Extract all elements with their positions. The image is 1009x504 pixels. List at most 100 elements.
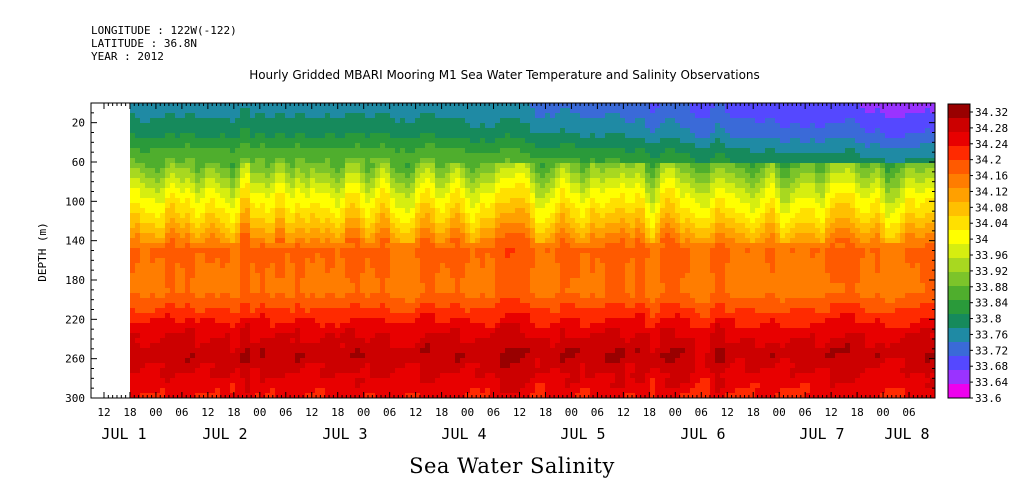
heatmap-cell	[330, 243, 336, 249]
heatmap-cell	[370, 338, 376, 344]
heatmap-cell	[280, 163, 286, 169]
heatmap-cell	[340, 183, 346, 189]
heatmap-cell	[535, 223, 541, 229]
heatmap-cell	[430, 233, 436, 239]
heatmap-cell	[395, 238, 401, 244]
heatmap-cell	[215, 393, 221, 398]
heatmap-cell	[380, 368, 386, 374]
heatmap-cell	[520, 338, 526, 344]
heatmap-cell	[350, 208, 356, 214]
heatmap-cell	[185, 183, 191, 189]
heatmap-cell	[520, 123, 526, 129]
heatmap-cell	[410, 153, 416, 159]
heatmap-cell	[235, 348, 241, 354]
heatmap-cell	[315, 148, 321, 154]
heatmap-cell	[365, 243, 371, 249]
heatmap-cell	[255, 243, 261, 249]
heatmap-cell	[520, 263, 526, 269]
heatmap-cell	[340, 123, 346, 129]
heatmap-cell	[200, 318, 206, 324]
heatmap-cell	[130, 253, 136, 259]
heatmap-cell	[415, 118, 421, 124]
heatmap-cell	[200, 338, 206, 344]
heatmap-cell	[470, 293, 476, 299]
heatmap-cell	[425, 363, 431, 369]
heatmap-cell	[160, 363, 166, 369]
heatmap-cell	[360, 268, 366, 274]
heatmap-cell	[380, 158, 386, 164]
heatmap-cell	[260, 328, 266, 334]
heatmap-cell	[540, 208, 546, 214]
heatmap-cell	[205, 218, 211, 224]
heatmap-cell	[245, 313, 251, 319]
heatmap-cell	[405, 148, 411, 154]
heatmap-cell	[240, 158, 246, 164]
heatmap-cell	[535, 153, 541, 159]
heatmap-cell	[160, 168, 166, 174]
heatmap-cell	[405, 138, 411, 144]
heatmap-cell	[540, 178, 546, 184]
heatmap-cell	[195, 183, 201, 189]
heatmap-cell	[170, 183, 176, 189]
heatmap-cell	[435, 278, 441, 284]
heatmap-cell	[180, 198, 186, 204]
heatmap-cell	[420, 303, 426, 309]
heatmap-cell	[420, 343, 426, 349]
heatmap-cell	[235, 153, 241, 159]
heatmap-cell	[375, 343, 381, 349]
heatmap-cell	[185, 158, 191, 164]
heatmap-cell	[470, 258, 476, 264]
heatmap-cell	[290, 108, 296, 114]
heatmap-cell	[170, 243, 176, 249]
heatmap-cell	[370, 143, 376, 149]
heatmap-cell	[160, 163, 166, 169]
heatmap-cell	[330, 313, 336, 319]
heatmap-cell	[490, 283, 496, 289]
heatmap-cell	[525, 313, 531, 319]
heatmap-cell	[455, 203, 461, 209]
heatmap-cell	[200, 208, 206, 214]
heatmap-cell	[495, 123, 501, 129]
heatmap-cell	[410, 258, 416, 264]
heatmap-cell	[170, 318, 176, 324]
heatmap-cell	[440, 118, 446, 124]
heatmap-cell	[465, 148, 471, 154]
heatmap-cell	[370, 323, 376, 329]
heatmap-cell	[455, 233, 461, 239]
heatmap-cell	[380, 203, 386, 209]
heatmap-cell	[445, 253, 451, 259]
heatmap-cell	[170, 173, 176, 179]
heatmap-cell	[145, 103, 151, 109]
heatmap-cell	[325, 203, 331, 209]
heatmap-cell	[205, 148, 211, 154]
heatmap-cell	[220, 178, 226, 184]
heatmap-cell	[445, 203, 451, 209]
heatmap-cell	[325, 233, 331, 239]
heatmap-cell	[135, 368, 141, 374]
heatmap-cell	[195, 243, 201, 249]
heatmap-cell	[195, 128, 201, 134]
heatmap-cell	[220, 268, 226, 274]
heatmap-cell	[445, 388, 451, 394]
heatmap-cell	[140, 228, 146, 234]
heatmap-cell	[275, 248, 281, 254]
heatmap-cell	[210, 258, 216, 264]
heatmap-cell	[135, 293, 141, 299]
heatmap-cell	[455, 128, 461, 134]
heatmap-cell	[300, 323, 306, 329]
heatmap-cell	[170, 223, 176, 229]
heatmap-cell	[485, 208, 491, 214]
heatmap-cell	[450, 153, 456, 159]
heatmap-cell	[365, 323, 371, 329]
heatmap-cell	[165, 153, 171, 159]
heatmap-cell	[180, 148, 186, 154]
heatmap-cell	[245, 263, 251, 269]
heatmap-cell	[245, 113, 251, 119]
heatmap-cell	[420, 133, 426, 139]
heatmap-cell	[300, 253, 306, 259]
heatmap-cell	[220, 373, 226, 379]
heatmap-cell	[240, 343, 246, 349]
heatmap-cell	[365, 133, 371, 139]
heatmap-cell	[370, 333, 376, 339]
